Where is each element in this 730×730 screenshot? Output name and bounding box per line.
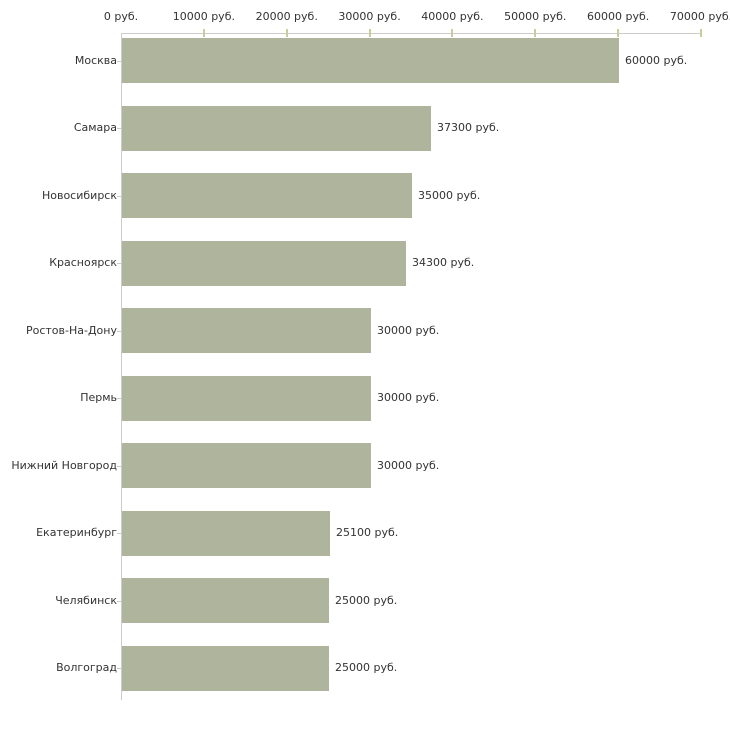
category-label: Самара <box>73 121 117 134</box>
bar-value-label: 30000 руб. <box>377 458 440 472</box>
bar <box>122 375 371 421</box>
x-axis-tick <box>451 29 454 37</box>
x-axis-tick <box>285 29 288 37</box>
x-axis-tick <box>202 29 205 37</box>
x-axis-tick <box>534 29 537 37</box>
x-axis-tick-label: 40000 руб. <box>421 10 484 23</box>
bar-value-label: 60000 руб. <box>625 53 688 67</box>
category-label: Москва <box>74 53 117 67</box>
y-axis-tick <box>117 398 121 399</box>
bar-value-label: 25000 руб. <box>335 593 398 607</box>
category-label: Екатеринбург <box>36 526 117 539</box>
category-label: Ростов-На-Дону <box>25 323 117 337</box>
bar-value-label: 37300 руб. <box>437 121 500 134</box>
bar <box>122 645 329 691</box>
x-axis-tick-label: 20000 руб. <box>255 10 318 23</box>
y-axis-tick <box>117 466 121 467</box>
y-axis-tick <box>117 668 121 669</box>
y-axis-tick <box>117 196 121 197</box>
bar <box>122 443 371 488</box>
y-axis-tick <box>117 601 121 602</box>
category-label: Челябинск <box>55 593 117 607</box>
bar-value-label: 25000 руб. <box>335 661 398 674</box>
bar <box>122 38 619 83</box>
bar <box>122 510 330 556</box>
category-label: Волгоград <box>56 661 117 674</box>
category-label: Нижний Новгород <box>11 458 117 472</box>
category-label: Красноярск <box>49 256 117 269</box>
bar-value-label: 30000 руб. <box>377 323 440 337</box>
y-axis-tick <box>117 331 121 332</box>
bar-value-label: 25100 руб. <box>336 526 399 539</box>
bar <box>122 105 431 151</box>
bar <box>122 173 412 218</box>
x-axis-tick-label: 0 руб. <box>103 10 139 23</box>
bar-value-label: 34300 руб. <box>412 256 475 269</box>
y-axis-tick <box>117 533 121 534</box>
bar <box>122 578 329 623</box>
x-axis-tick <box>617 29 620 37</box>
x-axis-tick-label: 10000 руб. <box>172 10 235 23</box>
bar <box>122 308 371 353</box>
x-axis-line <box>121 33 701 34</box>
x-axis-tick <box>368 29 371 37</box>
category-label: Пермь <box>80 391 117 404</box>
y-axis-line <box>121 33 122 700</box>
bar-value-label: 35000 руб. <box>418 188 481 202</box>
bar <box>122 240 406 286</box>
y-axis-tick <box>117 263 121 264</box>
bar-value-label: 30000 руб. <box>377 391 440 404</box>
x-axis-tick-label: 50000 руб. <box>504 10 567 23</box>
x-axis-tick-label: 60000 руб. <box>587 10 650 23</box>
x-axis-tick-label: 30000 руб. <box>338 10 401 23</box>
y-axis-tick <box>117 61 121 62</box>
x-axis-tick <box>700 29 702 37</box>
category-label: Новосибирск <box>41 188 117 202</box>
y-axis-tick <box>117 128 121 129</box>
x-axis-tick-label: 70000 руб. <box>669 10 730 23</box>
